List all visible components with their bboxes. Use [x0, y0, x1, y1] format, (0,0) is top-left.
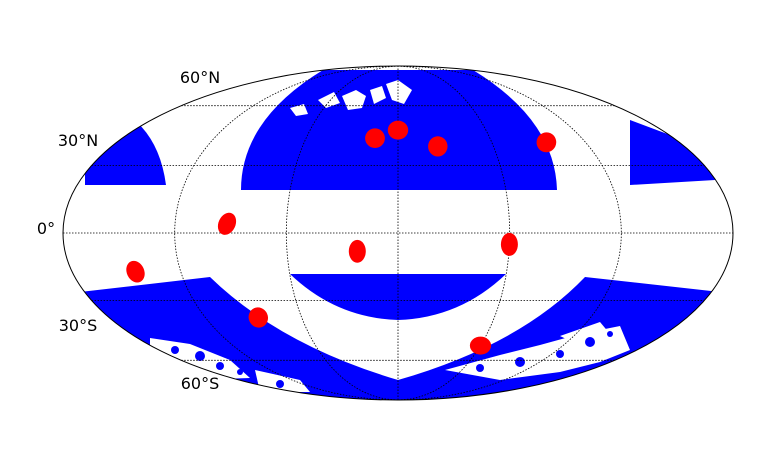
coverage-north-east — [630, 120, 715, 185]
source-marker-3 — [428, 136, 448, 157]
graticule — [63, 66, 733, 400]
lat-label-60s: 60°S — [181, 374, 220, 393]
coverage-regions — [80, 70, 720, 400]
lat-label-30s: 30°S — [59, 316, 98, 335]
latitude-labels: 60°N 30°N 0° 30°S 60°S — [37, 68, 220, 393]
meridian-line — [285, 66, 399, 400]
meridian-line — [397, 66, 511, 400]
lat-label-60n: 60°N — [180, 68, 220, 87]
source-marker-7 — [500, 232, 518, 256]
markers — [126, 120, 557, 355]
source-marker-1 — [387, 120, 409, 140]
source-marker-5 — [217, 212, 237, 235]
source-marker-10 — [469, 336, 492, 355]
source-marker-8 — [126, 260, 145, 283]
lat-label-30n: 30°N — [58, 131, 98, 150]
source-marker-6 — [348, 239, 366, 263]
source-marker-9 — [248, 307, 269, 328]
coverage-north-west — [85, 118, 166, 185]
map-outline — [62, 65, 734, 401]
source-marker-2 — [365, 128, 385, 148]
source-marker-4 — [536, 132, 557, 153]
lat-label-0: 0° — [37, 219, 55, 238]
